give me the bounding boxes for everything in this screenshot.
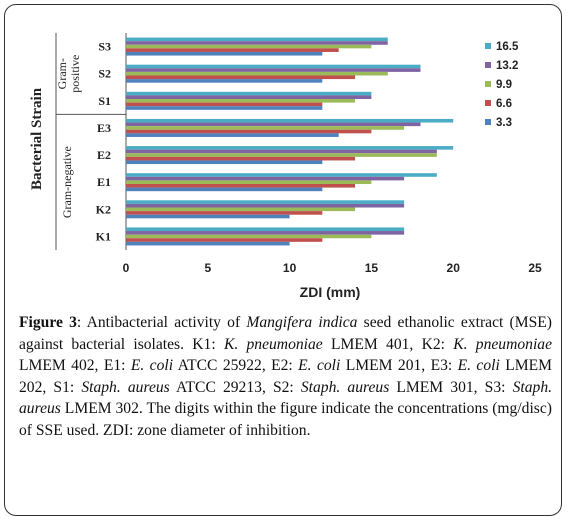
- bar-E3-6.6: [126, 129, 372, 134]
- bar-E2-13.2: [126, 149, 437, 154]
- bar-E2-16.5: [126, 146, 454, 150]
- bar-E2-9.9: [126, 153, 437, 157]
- caption-segment: : Antibacterial activity of: [76, 314, 247, 331]
- legend-label: 13.2: [496, 60, 518, 72]
- bar-S3-13.2: [126, 41, 388, 45]
- category-label-K1: K1: [96, 229, 111, 243]
- bar-K1-13.2: [126, 231, 405, 235]
- legend-label: 9.9: [496, 79, 512, 91]
- category-label-S2: S2: [98, 67, 111, 81]
- category-label-S3: S3: [98, 40, 111, 54]
- caption-species-name: E. coli: [130, 357, 174, 374]
- group-label-line: Gram-negative: [60, 146, 74, 218]
- caption-segment: ATCC 25922, E2:: [173, 357, 299, 374]
- bar-K2-3.3: [126, 214, 290, 219]
- legend-swatch-13.2: [485, 62, 491, 68]
- bar-chart: 0 5 10 15 20 25 S3 S2 S1 E3 E2 E1 K2 K1 Gram-positiv…: [29, 33, 542, 300]
- bar-S1-9.9: [126, 99, 356, 103]
- caption-species-name: Staph. aureus: [19, 378, 553, 418]
- bar-S2-13.2: [126, 68, 421, 72]
- bar-K2-16.5: [126, 200, 405, 204]
- legend-swatch-3.3: [485, 119, 491, 125]
- bar-E3-16.5: [126, 118, 454, 123]
- bar-K1-6.6: [126, 238, 323, 242]
- bar-K2-13.2: [126, 203, 405, 208]
- y-axis-label: Bacterial Strain: [29, 87, 45, 190]
- legend-swatch-16.5: [485, 43, 491, 49]
- bar-S1-3.3: [126, 106, 323, 110]
- x-tick-label: 20: [447, 261, 461, 275]
- caption-species-name: Staph. aureus: [81, 378, 170, 396]
- caption-species-name: E. coli: [298, 357, 341, 374]
- category-label-S1: S1: [98, 94, 111, 108]
- caption-segment: LMEM 401, K2:: [322, 335, 454, 353]
- figure-caption: Figure 3: Antibacterial activity of Mang…: [19, 312, 552, 441]
- caption-segment: LMEM 301, S3:: [389, 378, 513, 396]
- bar-K2-9.9: [126, 207, 356, 212]
- caption-segment: ATCC 29213, S2:: [169, 378, 301, 396]
- bar-S1-13.2: [126, 95, 372, 100]
- caption-segment: LMEM 201, E3:: [340, 357, 458, 374]
- caption-segment: seed ethanolic extract (MSE) against bac…: [19, 314, 552, 353]
- legend-label: 3.3: [496, 117, 512, 129]
- bar-S3-9.9: [126, 44, 372, 49]
- legend-label: 16.5: [496, 41, 519, 53]
- caption-text: : Antibacterial activity of Mangifera in…: [19, 314, 552, 439]
- bar-K2-6.6: [126, 211, 323, 215]
- x-tick-label: 15: [365, 261, 379, 275]
- figure-frame: [4, 4, 562, 516]
- category-label-E1: E1: [97, 175, 111, 189]
- category-label-E2: E2: [97, 148, 111, 162]
- caption-species-name: Staph. aureus: [300, 378, 390, 396]
- group-label-line: Gram-: [55, 58, 69, 89]
- caption-species-name: K. pneumoniae: [223, 335, 323, 353]
- bar-E3-13.2: [126, 122, 421, 127]
- x-tick-label: 10: [283, 261, 297, 275]
- group-label-line: positive: [68, 55, 82, 93]
- bar-E1-6.6: [126, 183, 356, 188]
- caption-segment: LMEM 402, E1:: [19, 357, 131, 374]
- bar-S2-3.3: [126, 79, 323, 83]
- x-tick-label: 5: [204, 261, 211, 275]
- category-label-K2: K2: [96, 202, 111, 216]
- bar-S3-6.6: [126, 48, 339, 52]
- bar-E2-6.6: [126, 156, 356, 161]
- x-tick-label: 25: [528, 261, 542, 275]
- figure-label: Figure 3: [19, 314, 77, 331]
- caption-species-name: Mangifera indica: [246, 314, 358, 331]
- bar-K1-16.5: [126, 227, 405, 232]
- caption-species-name: K. pneumoniae: [453, 335, 552, 353]
- caption-species-name: E. coli: [457, 357, 500, 374]
- bar-E1-16.5: [126, 173, 437, 177]
- bar-E2-3.3: [126, 160, 323, 165]
- x-tick-label: 0: [123, 261, 130, 275]
- bar-E1-13.2: [126, 176, 405, 181]
- bar-S2-9.9: [126, 71, 388, 76]
- bar-K1-9.9: [126, 234, 372, 239]
- bar-E3-3.3: [126, 133, 339, 137]
- x-axis-label: ZDI (mm): [300, 284, 361, 300]
- bar-S2-16.5: [126, 64, 421, 69]
- caption-segment: LMEM 302. The digits within the figure i…: [19, 400, 552, 439]
- bar-E1-9.9: [126, 180, 372, 184]
- legend-swatch-6.6: [485, 100, 491, 106]
- bar-S1-6.6: [126, 102, 323, 107]
- bar-E3-9.9: [126, 126, 405, 130]
- group-label: Gram-positive: [55, 55, 82, 93]
- bar-S3-16.5: [126, 37, 388, 42]
- bar-S1-16.5: [126, 91, 372, 96]
- legend-swatch-9.9: [485, 81, 491, 87]
- caption-segment: LMEM 202, S1:: [19, 357, 552, 396]
- legend-label: 6.6: [496, 98, 512, 110]
- bar-S2-6.6: [126, 75, 356, 80]
- bar-S3-3.3: [126, 51, 323, 56]
- bar-K1-3.3: [126, 241, 290, 246]
- group-label: Gram-negative: [60, 146, 74, 218]
- bar-E1-3.3: [126, 187, 323, 192]
- category-label-E3: E3: [97, 121, 111, 135]
